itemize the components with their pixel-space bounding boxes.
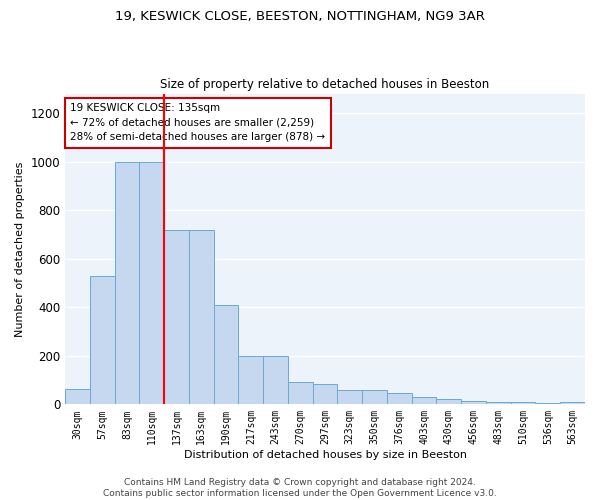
Bar <box>288 382 313 404</box>
Bar <box>238 356 263 405</box>
Bar <box>263 356 288 405</box>
Bar <box>313 384 337 404</box>
X-axis label: Distribution of detached houses by size in Beeston: Distribution of detached houses by size … <box>184 450 467 460</box>
Bar <box>560 402 585 404</box>
Y-axis label: Number of detached properties: Number of detached properties <box>15 162 25 336</box>
Bar <box>65 388 90 404</box>
Bar <box>387 394 412 404</box>
Bar <box>362 390 387 404</box>
Bar <box>337 390 362 404</box>
Bar <box>511 402 535 404</box>
Bar <box>90 276 115 404</box>
Bar <box>115 162 139 404</box>
Bar <box>214 305 238 404</box>
Text: 19 KESWICK CLOSE: 135sqm
← 72% of detached houses are smaller (2,259)
28% of sem: 19 KESWICK CLOSE: 135sqm ← 72% of detach… <box>70 103 325 142</box>
Bar <box>436 400 461 404</box>
Bar <box>412 397 436 404</box>
Text: 19, KESWICK CLOSE, BEESTON, NOTTINGHAM, NG9 3AR: 19, KESWICK CLOSE, BEESTON, NOTTINGHAM, … <box>115 10 485 23</box>
Bar <box>461 400 486 404</box>
Text: Contains HM Land Registry data © Crown copyright and database right 2024.
Contai: Contains HM Land Registry data © Crown c… <box>103 478 497 498</box>
Bar <box>486 402 511 404</box>
Bar <box>164 230 189 404</box>
Bar <box>189 230 214 404</box>
Title: Size of property relative to detached houses in Beeston: Size of property relative to detached ho… <box>160 78 490 91</box>
Bar <box>535 403 560 404</box>
Bar <box>139 162 164 404</box>
